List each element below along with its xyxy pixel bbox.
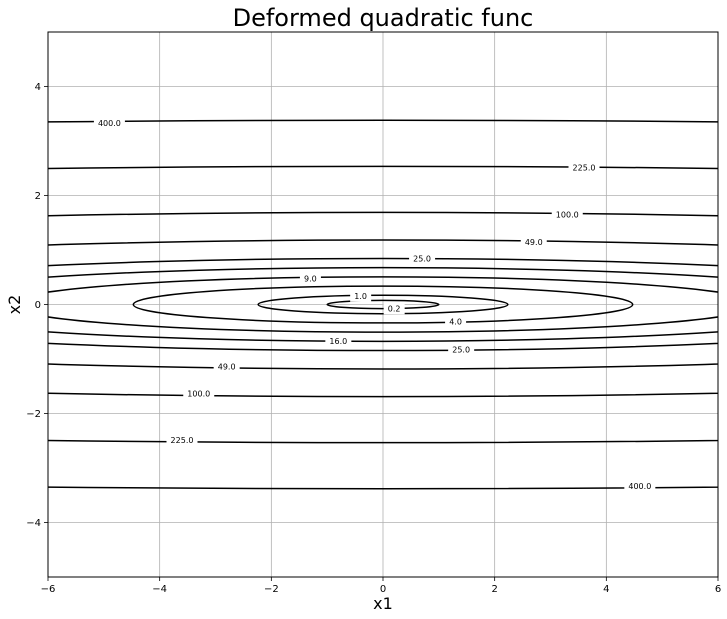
contour-label: 4.0 xyxy=(449,317,462,326)
contour-level-2 xyxy=(132,285,634,324)
contour-label-bg xyxy=(325,335,352,348)
y-axis-ticks: −4 −2 0 2 4 xyxy=(26,82,48,529)
contour-level-8 xyxy=(48,165,718,444)
contour-label-bg xyxy=(183,387,215,400)
contour-label: 49.0 xyxy=(218,363,236,372)
contour-level-3 xyxy=(48,276,718,333)
contour-level-1 xyxy=(257,294,509,315)
x-axis-label: x1 xyxy=(373,594,393,613)
contour-level-7 xyxy=(48,211,718,398)
contour-label-bg xyxy=(551,208,583,221)
contour-label: 400.0 xyxy=(628,482,651,491)
contour-label-bg xyxy=(299,272,321,285)
y-axis-label: x2 xyxy=(5,295,24,315)
contour-label: 100.0 xyxy=(556,211,579,220)
contour-level-4 xyxy=(48,266,718,343)
contour-label: 9.0 xyxy=(304,274,317,283)
contour-label-bg xyxy=(409,252,436,265)
contour-label-bg xyxy=(445,315,467,328)
x-tick-label: 6 xyxy=(715,584,721,595)
x-tick-label: 2 xyxy=(491,584,497,595)
contour-label: 100.0 xyxy=(187,389,210,398)
contour-label: 0.2 xyxy=(388,304,401,313)
contour-label: 16.0 xyxy=(329,337,347,346)
contour-label-bg xyxy=(213,360,240,373)
contour-label-bg xyxy=(624,479,656,492)
y-tick-label: 4 xyxy=(35,82,41,93)
contour-label: 400.0 xyxy=(98,119,121,128)
x-tick-label: −6 xyxy=(41,584,56,595)
x-tick-label: −4 xyxy=(152,584,167,595)
contour-label-bg xyxy=(448,343,475,356)
x-tick-label: −2 xyxy=(264,584,279,595)
contour-label-bg xyxy=(383,302,405,315)
contour-label: 225.0 xyxy=(573,164,596,173)
contour-label-bg xyxy=(166,434,198,447)
y-tick-label: −2 xyxy=(26,409,41,420)
contour-label: 25.0 xyxy=(452,346,470,355)
grid xyxy=(47,32,719,577)
x-tick-label: 4 xyxy=(603,584,609,595)
y-tick-label: 2 xyxy=(35,191,41,202)
contour-label: 25.0 xyxy=(413,255,431,264)
chart-title: Deformed quadratic func xyxy=(233,4,534,32)
contour-label-bg xyxy=(568,161,600,174)
y-tick-label: −4 xyxy=(26,518,41,529)
contour-level-9 xyxy=(48,119,718,490)
x-axis-ticks: −6 −4 −2 0 2 4 6 xyxy=(41,577,721,595)
contour-label: 49.0 xyxy=(525,238,543,247)
contour-label: 1.0 xyxy=(354,292,367,301)
x-tick-label: 0 xyxy=(380,584,386,595)
contour-level-6 xyxy=(48,239,718,370)
contour-labels: 400.0 225.0 100.0 49.0 25.0 9.0 1.0 0.2 4.0 16.0 2… xyxy=(93,117,656,492)
contour-label-bg xyxy=(520,235,547,248)
contour-label: 225.0 xyxy=(171,436,194,445)
contour-level-0 xyxy=(326,299,440,310)
contour-label-bg xyxy=(350,289,372,302)
y-tick-label: 0 xyxy=(35,300,41,311)
contour-lines xyxy=(48,119,718,490)
contour-level-5 xyxy=(48,257,718,352)
contour-label-bg xyxy=(93,117,125,130)
